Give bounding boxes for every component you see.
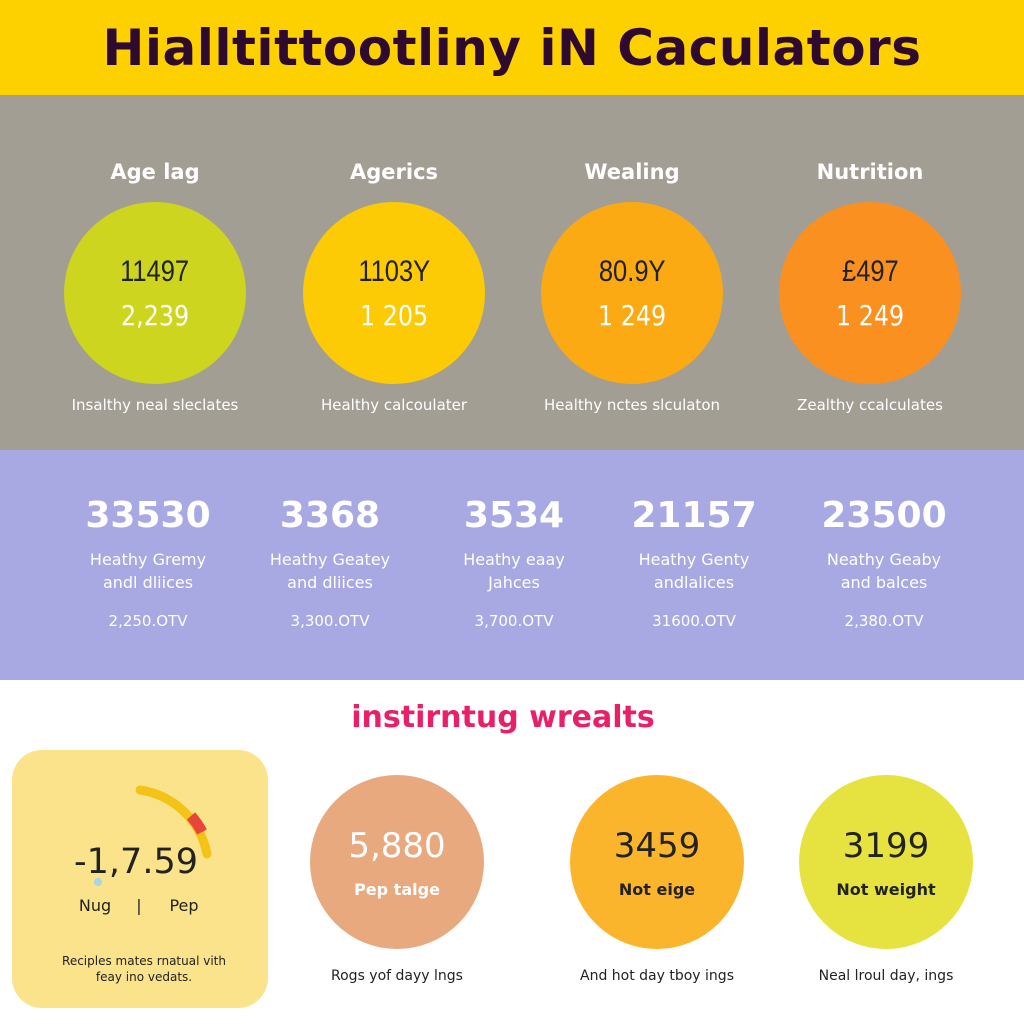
calculator-label: Age lag	[110, 160, 200, 184]
calculator-sub-value: 1 205	[359, 298, 429, 332]
result-number: 5,880	[348, 825, 446, 866]
stat-number: 23500	[821, 495, 947, 536]
result-caption: Neal lroul day, ings	[818, 968, 954, 984]
result-label: Pep talge	[354, 879, 440, 899]
stat-desc-line2: Jahces	[488, 573, 540, 592]
calculator-sub-value: 1 249	[597, 298, 667, 332]
stat-value: 31600.OTV	[652, 612, 736, 630]
calculator-circle[interactable]: £497 1 249	[779, 202, 961, 384]
gauge-left-label: Nug	[78, 896, 112, 915]
calculator-caption: Healthy nctes slculaton	[543, 396, 721, 414]
gauge-desc-line2: feay ino vedats.	[95, 970, 193, 984]
stat-desc-line1: Heathy Gremy	[89, 550, 207, 569]
stat-desc-line1: Heathy eaay	[463, 550, 565, 569]
calculator-main-value: 11497	[120, 254, 190, 288]
stat-desc-line2: and balces	[840, 573, 928, 592]
gauge-value: -1,7.59	[74, 842, 198, 882]
gauge-separator: |	[136, 896, 142, 915]
gauge-right-label: Pep	[169, 896, 199, 915]
result-caption: Rogs yof dayy lngs	[331, 968, 463, 984]
calculator-label: Agerics	[349, 160, 439, 184]
calculator-main-value: 80.9Y	[598, 254, 666, 288]
stat-desc-line2: andlalices	[653, 573, 735, 592]
result-caption: And hot day tboy ings	[580, 968, 734, 984]
stat-number: 3368	[279, 495, 381, 536]
result-label: Not weight	[836, 879, 936, 899]
result-number: 3199	[842, 825, 930, 866]
calculator-caption: Insalthy neal sleclates	[71, 396, 239, 414]
gauge-card[interactable]: -1,7.59 Nug | Pep Reciples mates rnatual…	[12, 750, 268, 1008]
stat-value: 2,380.OTV	[844, 612, 924, 630]
calculator-label: Wealing	[584, 160, 680, 184]
calculator-label: Nutrition	[816, 160, 924, 184]
stat-number: 21157	[631, 495, 757, 536]
stat-desc-line1: Heathy Geatey	[269, 550, 391, 569]
calculator-sub-value: 1 249	[835, 298, 905, 332]
calculator-caption: Healthy calcoulater	[320, 396, 468, 414]
result-circle[interactable]: 3199 Not weight	[799, 775, 973, 949]
stat-desc-line2: andl dliices	[102, 573, 194, 592]
stat-value: 3,700.OTV	[474, 612, 554, 630]
result-number: 3459	[613, 825, 701, 866]
stat-value: 2,250.OTV	[108, 612, 188, 630]
result-circle[interactable]: 5,880 Pep talge	[310, 775, 484, 949]
stat-value: 3,300.OTV	[290, 612, 370, 630]
result-circle[interactable]: 3459 Not eige	[570, 775, 744, 949]
calculator-circle[interactable]: 1103Y 1 205	[303, 202, 485, 384]
stat-desc-line2: and dliices	[287, 573, 373, 592]
header: Hialltittootliny iN Caculators	[0, 0, 1024, 95]
stat-number: 33530	[85, 495, 211, 536]
stat-number: 3534	[463, 495, 565, 536]
gauge-arc-icon	[94, 785, 212, 886]
calculator-sub-value: 2,239	[120, 298, 190, 332]
calculator-main-value: £497	[841, 254, 899, 288]
calculator-main-value: 1103Y	[358, 254, 430, 288]
calculator-circle[interactable]: 80.9Y 1 249	[541, 202, 723, 384]
calculator-circle[interactable]: 11497 2,239	[64, 202, 246, 384]
results-title: instirntug wrealts	[351, 700, 655, 735]
page-title: Hialltittootliny iN Caculators	[102, 18, 922, 77]
result-label: Not eige	[618, 879, 696, 899]
stat-desc-line1: Neathy Geaby	[826, 550, 942, 569]
calculator-caption: Zealthy ccalculates	[797, 396, 943, 414]
gauge-desc-line1: Reciples mates rnatual vith	[62, 954, 226, 968]
stat-desc-line1: Heathy Genty	[638, 550, 750, 569]
stats-section	[0, 450, 1024, 680]
